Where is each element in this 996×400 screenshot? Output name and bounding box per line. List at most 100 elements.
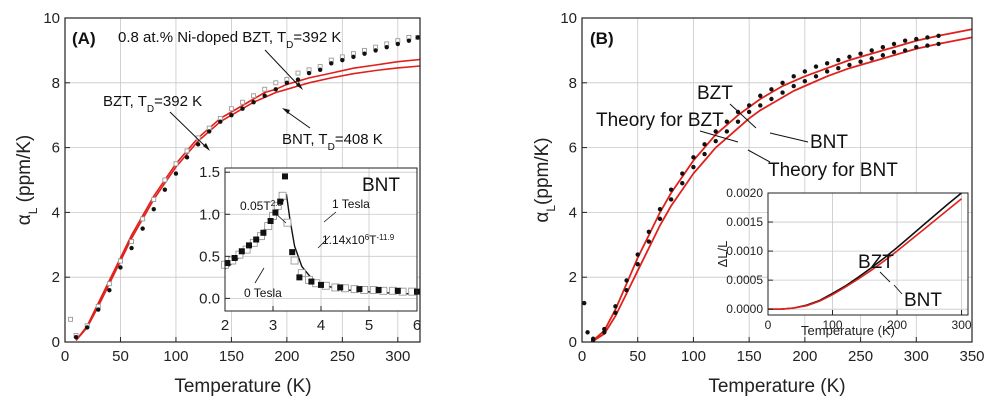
panel-b-inset-ticks: 0 100 200 300 0.0000 0.0005 0.0010 0.0015 0.0020 [726,186,972,332]
panel-b-tick-label-x: 0 [578,348,586,365]
panel-b-filled-point [914,36,919,42]
inset-label-fit-low: 0.05T2.8 [240,199,282,214]
arrow-ni-doped [264,49,301,88]
panel-b-filled-point [847,62,852,68]
panel-b-filled-point [758,103,763,108]
annotation-b-bnt: BNT [810,132,848,153]
panel-a-open-point [151,196,157,202]
panel-b-inset-background [768,193,968,315]
panel-b-inset-tick-label-x: 100 [823,318,843,332]
panel-a-filled-point [240,106,245,111]
inset-open-point [290,256,299,265]
panel-a-inset-tick-label-x: 4 [317,317,325,334]
panel-a-label: (A) [72,29,96,48]
inset-pointer-fit-low [273,211,287,224]
inset-filled-point [277,198,284,205]
inset-pointer-one-tesla [323,211,337,223]
arrow-bzt [169,111,208,149]
panel-b-filled-point [691,164,696,170]
panel-a-open-point [162,177,168,183]
panel-b-inset-tick-label-x: 0 [765,318,772,332]
panel-b-filled-point [735,119,741,124]
panel-a-tick-label-x: 50 [112,348,129,365]
panel-a-filled-point [306,70,312,76]
inset-b-bnt-curve [768,198,963,310]
panel-b-tick-label-y: 4 [569,204,577,221]
panel-a-filled-point [129,245,134,251]
panel-a-inset-tick-label-x: 6 [413,317,421,334]
panel-b-filled-point [791,74,796,79]
panel-a-filled-point [340,57,345,63]
panel-a-tick-label-y: 4 [52,204,60,221]
arrowhead-bzt [203,143,210,151]
panel-b-filled-point [813,64,819,69]
panel-b-filled-point [635,252,640,257]
panel-b-filled-point [891,49,897,55]
panel-a-x-axis-label: Temperature (K) [174,376,311,397]
panel-b-filled-point [936,41,941,47]
panel-a-tick-label-y: 8 [52,75,60,92]
panel-b-filled-point [582,300,587,306]
panel-b-inset-curves [768,192,963,310]
panel-b-filled-point [713,129,718,134]
panel-b-filled-point [836,66,841,71]
panel-b-tick-label-y: 2 [569,269,577,286]
panel-a-tick-label-x: 250 [330,348,355,365]
panel-a-frame [64,17,421,343]
inset-label-zero-tesla: 0 Tesla [244,286,282,300]
arrow-bnt [285,110,311,129]
panel-b-filled-point [869,48,874,53]
panel-a-filled-point [262,93,267,98]
panel-a-open-point [129,239,135,245]
inset-filled-point [231,255,238,262]
panel-a-filled-point [251,100,256,105]
panel-b-tick-label-x: 250 [848,348,873,365]
inset-pointer-fit-high [317,235,331,249]
inset-filled-point [356,286,363,293]
inset-filled-point [246,242,252,249]
panel-a-open-point [140,216,146,222]
panel-b-filled-point [746,103,752,108]
panel-b-filled-point [602,326,607,332]
panel-b-inset-tick-label-x: 200 [887,318,907,332]
panel-b-filled-point [602,330,607,335]
panel-b-inset-tick-label-x: 300 [952,318,972,332]
panel-a-data-points [68,34,421,340]
panel-b-filled-point [724,129,730,134]
annotation-ni-doped-bzt: 0.8 at.% Ni-doped BZT, TD=392 K [118,29,341,51]
panel-b-filled-point [668,187,674,192]
panel-b-filled-point [635,262,640,267]
panel-b-filled-point [624,278,629,283]
panel-a-filled-point [415,35,420,40]
panel-b-filled-point [657,206,663,212]
panel-b-theory-curve [592,28,973,342]
panel-a-filled-point [140,226,145,231]
panel-b-filled-point [858,59,863,64]
panel-b-filled-point [702,142,707,147]
panel-a-filled-point [151,206,156,212]
panel-a-inset-tick-label-y: 0.0 [199,290,220,307]
panel-b-filled-point [847,54,852,60]
panel-b-filled-point [813,74,819,79]
panel-b-theory-curve [592,36,973,342]
panel-b-filled-point [925,43,930,48]
panel-b-filled-point [668,197,674,202]
panel-b-tick-label-x: 200 [792,348,817,365]
inset-filled-point [282,173,288,180]
panel-a-filled-point [362,51,367,56]
arrow-b-bnt [769,132,809,143]
panel-a-open-point [295,70,301,76]
annotation-b-theory-bnt: Theory for BNT [768,160,898,181]
panel-b-inset-y-label: ΔL/L [715,241,730,268]
panel-a-filled-point [373,48,378,53]
panel-b-filled-point [824,69,830,74]
panel-a-inset-data [221,173,420,296]
arrow-b-theory-bnt [747,149,771,163]
panel-b-tick-label-x: 50 [629,348,646,365]
arrow-b-bzt [729,103,757,129]
panel-b-inset: 0 100 200 300 0.0000 0.0005 0.0010 0.0015 0.0020… [715,186,972,338]
panel-b-data-points [582,33,941,343]
panel-b-tick-label-y: 0 [569,334,577,351]
panel-b-inset-tick-label-y: 0.0005 [726,273,763,287]
